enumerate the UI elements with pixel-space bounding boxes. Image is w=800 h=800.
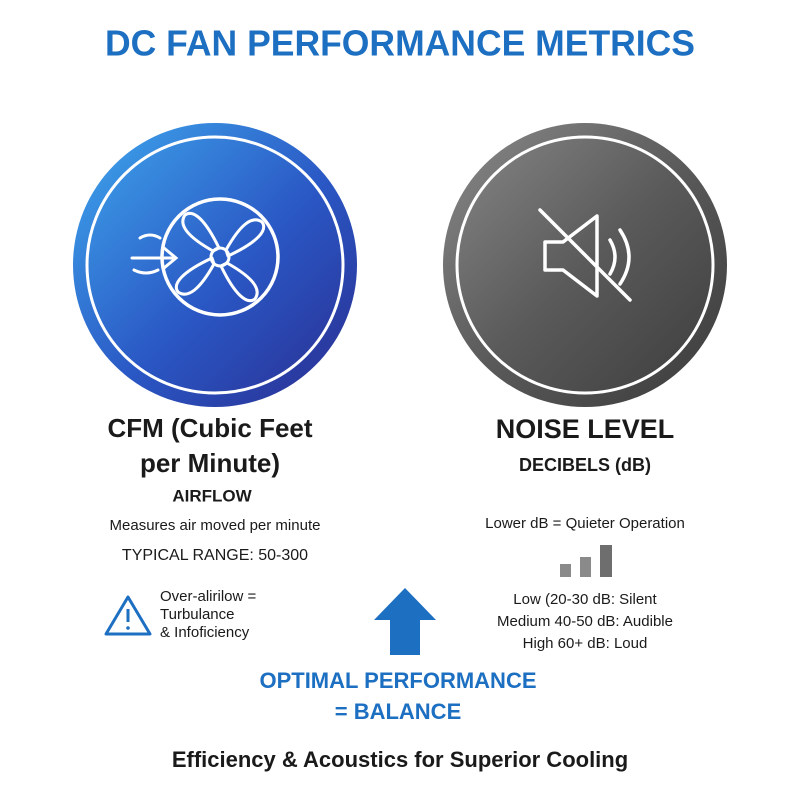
noise-level: Low (20-30 dB: Silent [513,591,657,608]
airflow-description: Measures air moved per minute [110,517,321,534]
noise-level: High 60+ dB: Loud [523,635,648,652]
level-bars [560,545,612,577]
noise-icon [443,123,727,407]
airflow-label: AIRFLOW [172,486,252,505]
warning-line: Turbulance [160,606,235,623]
balance-line: OPTIMAL PERFORMANCE [259,668,536,693]
noise-description: Lower dB = Quieter Operation [485,515,685,532]
airflow-icon [73,123,357,407]
heading-line: CFM (Cubic Feet [107,413,312,443]
up-arrow [374,588,436,655]
warning-line: & Infoficiency [160,624,250,641]
warning-text: Over-alirilow =Turbulance& Infoficiency [160,588,257,641]
noise-levels: Low (20-30 dB: Silent Medium 40-50 dB: Au… [497,591,673,652]
warning-icon [104,595,152,636]
heading-line: per Minute) [140,448,280,478]
balance: OPTIMAL PERFORMANCE = BALANCE [259,668,536,724]
noise-level: Medium 40-50 dB: Audible [497,613,673,630]
noise-heading: NOISE LEVEL [496,414,675,444]
typical-range: TYPICAL RANGE: 50-300 [122,547,308,564]
balance-line: = BALANCE [335,699,462,724]
footer: Efficiency & Acoustics for Superior Cool… [172,747,628,772]
title: DC FAN PERFORMANCE METRICS [105,23,695,64]
noise-unit: DECIBELS (dB) [519,455,651,475]
airflow-heading: CFM (Cubic Feet per Minute) [107,413,312,478]
warning-line: Over-alirilow = [160,588,257,605]
